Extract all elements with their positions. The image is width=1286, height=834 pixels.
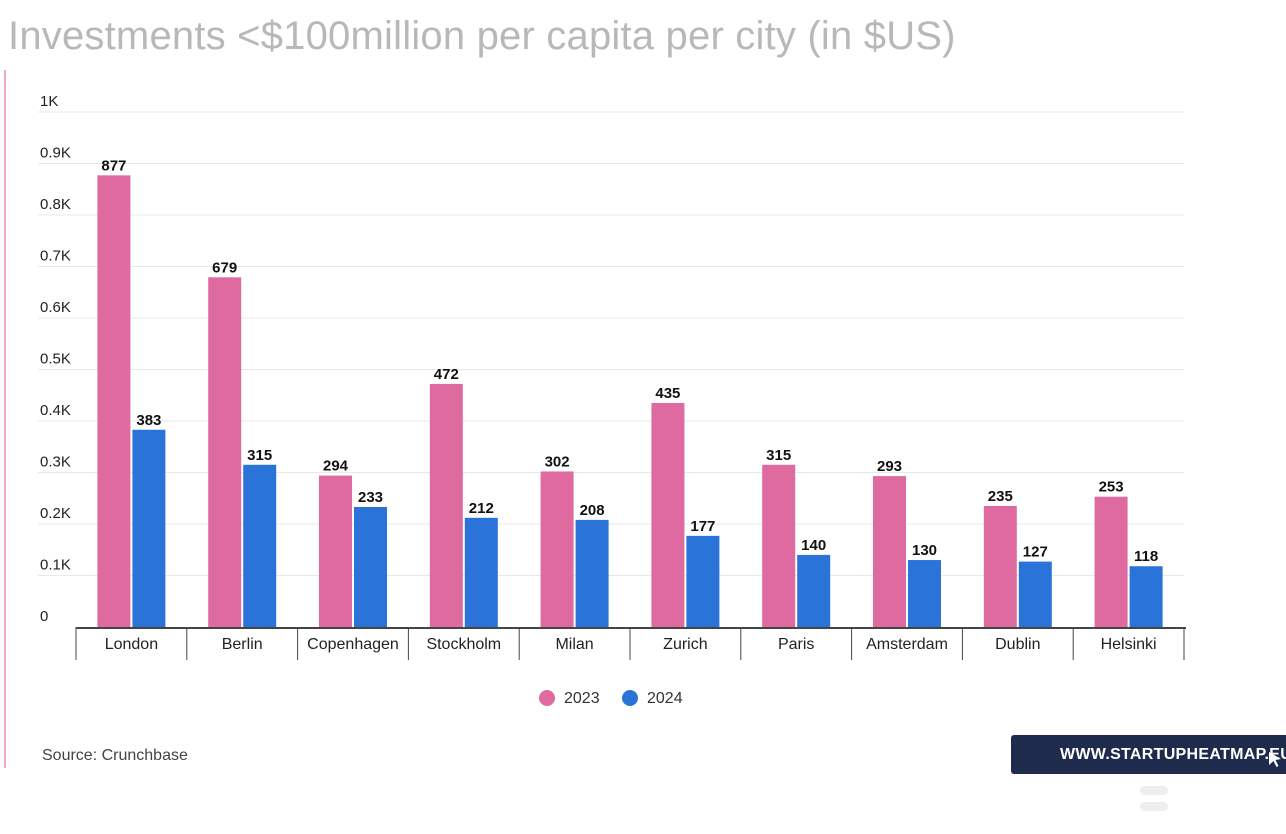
y-tick-label: 0.9K <box>40 145 71 162</box>
y-tick-label: 0.2K <box>40 505 71 522</box>
bar-2023-zurich <box>651 402 685 627</box>
data-label: 315 <box>766 447 791 464</box>
x-tick-label: Milan <box>555 636 593 653</box>
bar-2023-paris <box>762 464 796 627</box>
legend-label: 2023 <box>564 690 600 707</box>
bar-2024-stockholm <box>464 517 498 627</box>
bar-2024-london <box>132 429 166 627</box>
data-label: 130 <box>912 542 937 559</box>
bar-2023-berlin <box>208 277 242 627</box>
bar-2024-milan <box>575 519 609 627</box>
data-label: 877 <box>101 157 126 174</box>
legend-swatch <box>539 690 555 706</box>
x-axis: London Berlin Copenhagen Stockholm Milan Zuri… <box>75 627 1186 660</box>
data-label: 127 <box>1023 544 1048 561</box>
bar-2024-dublin <box>1018 561 1052 627</box>
y-tick-label: 0.6K <box>40 299 71 316</box>
startupheatmap-link[interactable]: WWW.STARTUPHEATMAP.EU <box>1011 735 1286 774</box>
bar-2023-copenhagen <box>319 475 352 627</box>
bars <box>97 175 1163 627</box>
y-tick-label: 0 <box>40 608 48 625</box>
bar-2024-zurich <box>686 535 720 627</box>
data-label: 679 <box>212 259 237 276</box>
bar-chart: 00.1K0.2K0.3K0.4K0.5K0.6K0.7K0.8K0.9K1K … <box>38 93 1186 707</box>
data-label: 383 <box>136 412 161 429</box>
brand-label: WWW.STARTUPHEATMAP.EU <box>1060 745 1286 763</box>
data-label: 208 <box>580 502 605 519</box>
y-tick-label: 0.8K <box>40 196 71 213</box>
accent-rule <box>4 70 6 768</box>
data-label: 315 <box>247 447 272 464</box>
source-note: Source: Crunchbase <box>42 747 188 764</box>
y-tick-label: 0.1K <box>40 557 71 574</box>
bar-2023-amsterdam <box>873 476 906 627</box>
bar-2024-amsterdam <box>908 560 941 627</box>
bar-2024-berlin <box>243 464 277 627</box>
data-label: 293 <box>877 458 902 475</box>
data-label: 472 <box>434 366 459 383</box>
cursor-arrow-icon <box>1269 752 1281 767</box>
x-tick-label: Helsinki <box>1101 636 1157 653</box>
data-label: 140 <box>801 537 826 554</box>
x-tick-label: London <box>105 636 158 653</box>
scroll-handle-top[interactable] <box>1140 786 1168 795</box>
scroll-handle-bottom[interactable] <box>1140 802 1168 811</box>
data-label: 212 <box>469 500 494 517</box>
data-label: 302 <box>545 453 570 470</box>
y-tick-label: 0.5K <box>40 351 71 368</box>
bar-2024-copenhagen <box>354 507 387 627</box>
data-label: 435 <box>655 385 680 402</box>
bar-2023-london <box>97 175 131 627</box>
y-tick-label: 0.3K <box>40 454 71 471</box>
x-tick-label: Dublin <box>995 636 1040 653</box>
legend-swatch <box>622 690 638 706</box>
data-label: 294 <box>323 458 349 475</box>
bar-2024-helsinki <box>1129 566 1163 627</box>
legend-item-2023[interactable]: 2023 <box>539 690 600 707</box>
legend-label: 2024 <box>647 690 683 707</box>
data-label: 235 <box>988 488 1013 505</box>
x-tick-label: Stockholm <box>426 636 501 653</box>
data-label: 177 <box>690 518 715 535</box>
x-tick-label: Zurich <box>663 636 707 653</box>
y-tick-label: 0.7K <box>40 248 71 265</box>
bar-2023-stockholm <box>429 383 463 627</box>
legend: 2023 2024 <box>539 690 683 707</box>
x-tick-label: Amsterdam <box>866 636 948 653</box>
x-tick-label: Copenhagen <box>307 636 399 653</box>
data-labels: 877 383 679 315 294 233 472 212 302 208 435 177 315 1… <box>101 157 1158 565</box>
y-tick-label: 1K <box>40 93 58 110</box>
chart-title: Investments <$100million per capita per … <box>8 14 956 58</box>
y-axis-ticks: 0 0.1K 0.2K 0.3K 0.4K 0.5K 0.6K 0.7K 0.8K 0.9K 1K <box>40 93 71 625</box>
legend-item-2024[interactable]: 2024 <box>622 690 683 707</box>
x-tick-label: Paris <box>778 636 814 653</box>
data-label: 253 <box>1099 479 1124 496</box>
y-tick-label: 0.4K <box>40 402 71 419</box>
x-tick-label: Berlin <box>222 636 263 653</box>
bar-2023-dublin <box>983 505 1017 627</box>
bar-2024-paris <box>797 554 831 627</box>
data-label: 118 <box>1134 548 1158 565</box>
bar-2023-milan <box>540 471 574 627</box>
bar-2023-helsinki <box>1094 496 1128 627</box>
data-label: 233 <box>358 489 383 506</box>
